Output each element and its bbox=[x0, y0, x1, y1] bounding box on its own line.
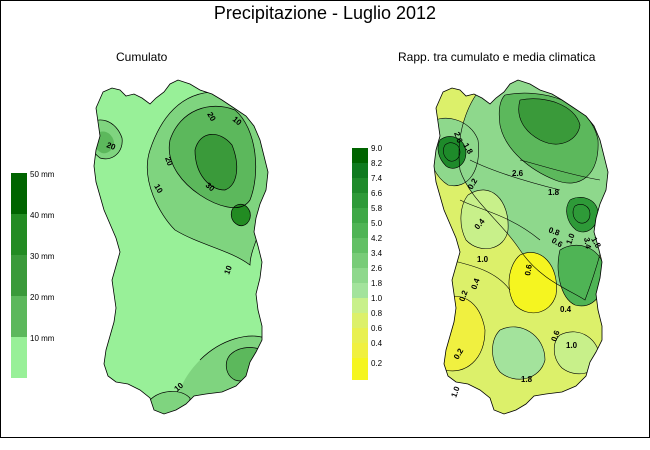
contour-label: 10 bbox=[222, 264, 234, 276]
zone-se-1 bbox=[554, 331, 600, 374]
legend-label: 9.0 bbox=[371, 144, 383, 153]
legend-swatch bbox=[11, 173, 27, 214]
contour-label: 1.0 bbox=[449, 385, 461, 399]
legend-swatch bbox=[352, 268, 368, 283]
legend-swatch bbox=[352, 193, 368, 208]
legend-swatch bbox=[11, 214, 27, 255]
legend-label: 50 mm bbox=[30, 170, 55, 179]
legend-label: 10 mm bbox=[30, 334, 55, 343]
contour-label: 0.8 bbox=[547, 225, 561, 237]
contour-label: 20 bbox=[163, 156, 175, 168]
zone-e-1 bbox=[558, 245, 606, 306]
legend-swatch bbox=[352, 163, 368, 178]
legend-swatch bbox=[11, 255, 27, 296]
legend-label: 1.8 bbox=[371, 279, 383, 288]
legend-swatch bbox=[352, 208, 368, 223]
legend-label: 0.4 bbox=[371, 339, 383, 348]
contour-label: 3.4 bbox=[582, 237, 593, 250]
legend-label: 5.0 bbox=[371, 219, 383, 228]
rapporto-map: 2.6 1.8 2.6 1.8 0.2 0.4 1.0 0.6 0.4 0.2 … bbox=[433, 79, 609, 415]
zone-e-2 bbox=[566, 197, 598, 232]
contour-label: 0.4 bbox=[469, 277, 481, 291]
legend-label: 4.2 bbox=[371, 234, 383, 243]
legend-label: 1.0 bbox=[371, 294, 383, 303]
contour-label: 2.6 bbox=[452, 131, 464, 145]
legend-label: 40 mm bbox=[30, 211, 55, 220]
contour-label: 0.4 bbox=[560, 305, 572, 314]
legend-label: 3.4 bbox=[371, 249, 383, 258]
cumulato-map: 10 20 30 20 10 20 10 10 bbox=[93, 79, 269, 415]
legend-swatch bbox=[352, 253, 368, 268]
legend-label: 2.6 bbox=[371, 264, 383, 273]
legend-label: 8.2 bbox=[371, 159, 383, 168]
zone-s-1 bbox=[492, 326, 545, 380]
legend-label: 7.4 bbox=[371, 174, 383, 183]
contour-label: 0.6 bbox=[523, 263, 534, 276]
legend-swatch bbox=[352, 328, 368, 343]
contour-label: 1.0 bbox=[564, 232, 576, 246]
cumulato-legend: 50 mm 40 mm 30 mm 20 mm 10 mm bbox=[11, 170, 55, 378]
band-east-peak bbox=[231, 204, 251, 226]
rapporto-legend: 9.0 8.2 7.4 6.6 5.8 5.0 4.2 3.4 2.6 1.8 … bbox=[352, 144, 383, 380]
legend-swatch bbox=[352, 238, 368, 253]
contour-label: 1.8 bbox=[548, 188, 560, 197]
contour-label: 1.0 bbox=[477, 255, 489, 264]
zone-c-1 bbox=[460, 189, 509, 249]
right-panel-title: Rapp. tra cumulato e media climatica bbox=[398, 50, 596, 64]
legend-label: 6.6 bbox=[371, 189, 383, 198]
contour-label: 0.2 bbox=[457, 289, 469, 303]
legend-swatch bbox=[352, 298, 368, 313]
contour-label: 1.0 bbox=[566, 341, 578, 350]
legend-swatch bbox=[352, 283, 368, 298]
legend-label: 0.2 bbox=[371, 359, 383, 368]
legend-label: 0.8 bbox=[371, 309, 383, 318]
legend-swatch bbox=[352, 178, 368, 193]
legend-label: 5.8 bbox=[371, 204, 383, 213]
left-panel-title: Cumulato bbox=[116, 50, 168, 64]
zone-ne-3 bbox=[518, 98, 580, 145]
figure-title: Precipitazione - Luglio 2012 bbox=[213, 3, 437, 23]
band-30-40 bbox=[195, 134, 237, 190]
legend-swatch bbox=[352, 313, 368, 328]
legend-label: 0.6 bbox=[371, 324, 383, 333]
legend-swatch bbox=[11, 337, 27, 378]
legend-swatch bbox=[352, 148, 368, 163]
zone-c-2 bbox=[508, 252, 557, 313]
legend-label: 20 mm bbox=[30, 293, 55, 302]
legend-swatch bbox=[352, 343, 368, 358]
contour-label: 20 bbox=[105, 140, 117, 152]
contour-label: 1.8 bbox=[521, 375, 533, 384]
contour-label: 0.6 bbox=[549, 329, 561, 343]
contour-label: 2.6 bbox=[512, 169, 524, 178]
legend-swatch bbox=[352, 223, 368, 238]
legend-swatch bbox=[352, 358, 368, 380]
legend-swatch bbox=[11, 296, 27, 337]
legend-label: 30 mm bbox=[30, 252, 55, 261]
